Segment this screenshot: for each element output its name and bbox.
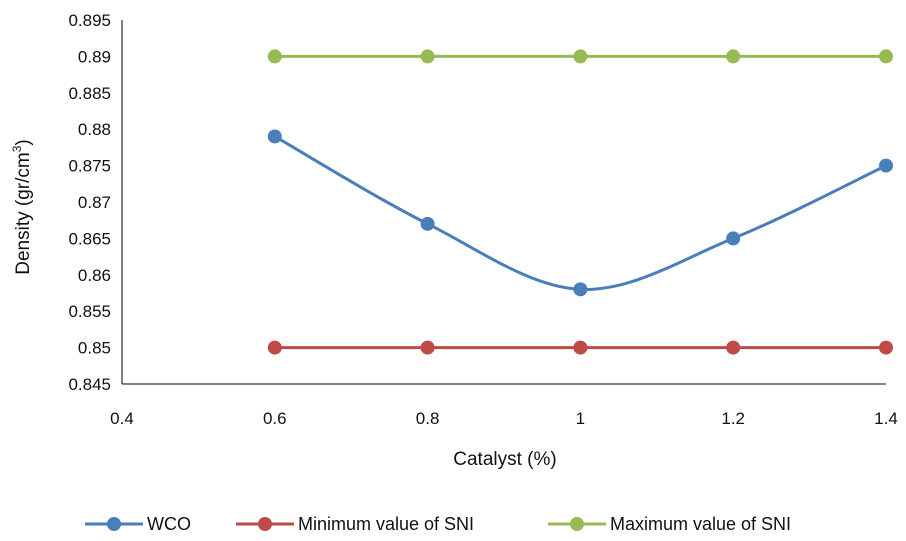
data-point — [420, 216, 435, 231]
legend-item-1: Minimum value of SNI — [236, 514, 474, 534]
legend-label: Minimum value of SNI — [298, 514, 474, 534]
data-point — [879, 49, 893, 64]
x-tick-label: 0.6 — [263, 409, 287, 428]
data-point — [573, 340, 588, 355]
legend-label: WCO — [147, 514, 191, 534]
legend-marker — [258, 517, 272, 531]
data-point — [267, 129, 282, 144]
data-point — [879, 340, 893, 355]
y-tick-label: 0.885 — [68, 84, 111, 103]
series-line-0 — [274, 135, 887, 291]
y-axis-title: Density (gr/cm3) — [10, 139, 34, 274]
legend: WCO Minimum value of SNI Maximum value of … — [85, 514, 791, 534]
x-axis-title: Catalyst (%) — [453, 449, 556, 470]
y-tick-label: 0.895 — [68, 11, 111, 30]
tick-labels: 0.845 0.85 0.855 0.86 0.865 0.87 0.875 0.88 0.88… — [68, 11, 897, 428]
legend-label: Maximum value of SNI — [610, 514, 791, 534]
x-tick-label: 0.8 — [416, 409, 440, 428]
y-axis-title-end: ) — [13, 139, 34, 145]
y-tick-label: 0.845 — [68, 375, 111, 394]
data-point — [573, 49, 588, 64]
x-tick-label: 0.4 — [110, 409, 134, 428]
data-point — [420, 340, 435, 355]
y-tick-label: 0.86 — [78, 266, 111, 285]
legend-marker — [570, 517, 584, 531]
legend-item-0: WCO — [85, 514, 191, 534]
legend-item-2: Maximum value of SNI — [548, 514, 791, 534]
y-tick-label: 0.865 — [68, 229, 111, 248]
series-lines — [274, 54, 887, 350]
data-point — [573, 282, 588, 297]
y-tick-label: 0.85 — [78, 339, 111, 358]
y-tick-label: 0.855 — [68, 302, 111, 321]
data-point — [726, 231, 741, 246]
y-tick-label: 0.87 — [78, 193, 111, 212]
data-point — [420, 49, 435, 64]
legend-marker — [107, 517, 121, 531]
data-point — [267, 49, 282, 64]
y-tick-label: 0.89 — [78, 47, 111, 66]
y-tick-label: 0.88 — [78, 120, 111, 139]
data-point — [726, 340, 741, 355]
data-point — [726, 49, 741, 64]
y-axis-title-superscript: 3 — [10, 145, 24, 152]
data-point — [267, 340, 282, 355]
x-tick-label: 1.2 — [721, 409, 745, 428]
series-points — [267, 49, 893, 355]
x-tick-label: 1 — [576, 409, 585, 428]
y-axis-title-main: Density (gr/cm — [13, 152, 34, 274]
axes — [121, 20, 886, 385]
data-point — [879, 158, 893, 173]
x-tick-label: 1.4 — [874, 409, 898, 428]
y-tick-label: 0.875 — [68, 157, 111, 176]
